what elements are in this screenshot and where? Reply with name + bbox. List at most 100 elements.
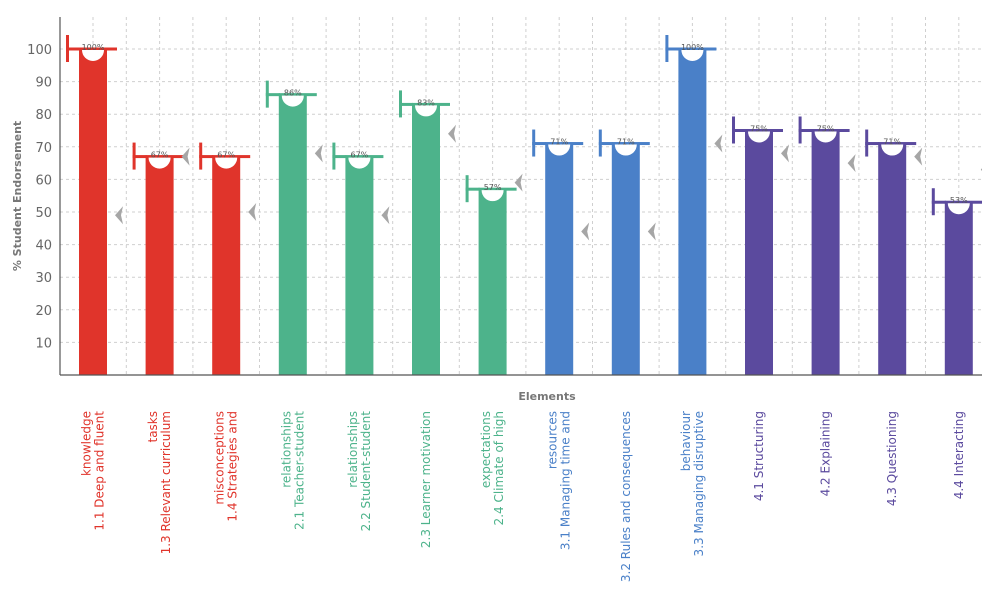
- comparison-marker: [448, 124, 456, 143]
- bar-group: 71%: [598, 129, 656, 375]
- comparison-marker: [847, 154, 856, 173]
- comparison-marker: [914, 147, 923, 166]
- bar: [811, 130, 840, 375]
- value-badge: [947, 203, 970, 215]
- bar-bracket-connector: [199, 155, 214, 159]
- y-tick-label: 90: [35, 76, 52, 91]
- comparison-marker: [314, 144, 323, 163]
- bar: [944, 202, 973, 375]
- value-badge: [82, 50, 104, 61]
- value-badge: [814, 131, 837, 143]
- comparison-marker: [248, 203, 257, 221]
- bar-bracket-connector: [532, 142, 547, 146]
- value-badge: [281, 95, 304, 107]
- comparison-marker: [647, 222, 656, 241]
- bar-cap: [878, 142, 917, 146]
- y-tick-label: 100: [27, 43, 52, 58]
- value-badge: [148, 157, 171, 169]
- category-label: 3.3 Managing disruptivebehaviour: [679, 411, 706, 556]
- value-badge: [548, 144, 571, 156]
- category-label: 2.2 Student-studentrelationships: [346, 411, 373, 532]
- value-badge: [614, 144, 637, 156]
- bar-group: 57%: [465, 173, 523, 375]
- value-badge: [415, 105, 437, 117]
- bar-group: 67%: [132, 142, 190, 375]
- category-label-line: 3.1 Managing time and: [559, 411, 573, 550]
- category-label-line: 1.3 Relevant curriculum: [159, 411, 173, 554]
- bar-cap: [278, 93, 317, 97]
- bar-group: 100%: [665, 35, 723, 375]
- bar: [412, 104, 440, 376]
- bar-bracket-connector: [132, 155, 147, 159]
- bar-cap: [811, 129, 850, 132]
- bar-cap: [345, 155, 384, 159]
- category-label: 2.1 Teacher-studentrelationships: [279, 411, 306, 530]
- comparison-marker: [381, 206, 390, 225]
- value-label: 57%: [484, 183, 502, 192]
- bar: [145, 156, 174, 375]
- category-label-line: 1.1 Deep and fluent: [93, 411, 107, 531]
- bar-group: 71%: [532, 129, 590, 375]
- bar-cap: [611, 142, 650, 146]
- value-label: 75%: [817, 125, 835, 134]
- bars-layer: 100% 67% 67% 86% 67% 83% 57% 71% 71% 100% 75% 75% 71…: [66, 35, 982, 376]
- category-label-line: tasks: [146, 411, 160, 443]
- category-label: 1.1 Deep and fluentknowledge: [80, 411, 107, 531]
- category-label: 4.1 Structuring: [752, 411, 766, 501]
- category-label-line: expectations: [479, 411, 493, 488]
- bar: [212, 156, 241, 375]
- axes-layer: [59, 17, 982, 376]
- value-label: 71%: [617, 138, 635, 147]
- value-label: 67%: [217, 151, 235, 160]
- bar-cap: [678, 47, 717, 51]
- comparison-marker: [115, 206, 123, 225]
- value-label: 53%: [950, 196, 968, 205]
- category-label-line: misconceptions: [213, 411, 227, 505]
- category-label: 2.4 Climate of highexpectations: [479, 411, 506, 525]
- bar-bracket-connector: [931, 200, 946, 204]
- bar-cap: [944, 200, 982, 204]
- bar: [545, 143, 574, 375]
- y-tick-label: 10: [35, 336, 52, 351]
- category-label-line: behaviour: [679, 411, 693, 471]
- category-labels-layer: 1.1 Deep and fluentknowledge 1.3 Relevant…: [80, 411, 966, 582]
- bar-cap: [745, 129, 783, 132]
- category-label: 4.3 Questioning: [885, 411, 899, 506]
- value-label: 100%: [82, 43, 105, 52]
- bar: [278, 94, 307, 375]
- value-badge: [748, 131, 770, 143]
- bar-cap: [412, 102, 450, 106]
- value-label: 71%: [883, 138, 901, 147]
- bar-bracket-connector: [865, 142, 880, 146]
- bar-bracket-connector: [399, 102, 413, 106]
- bar-bracket-connector: [332, 155, 347, 159]
- bar-group: 75%: [732, 116, 789, 375]
- ticks-layer: 10 20 30 40 50 60 70 80 90 100: [27, 43, 52, 351]
- bar-bracket-connector: [66, 47, 80, 51]
- bar: [478, 189, 507, 375]
- bar: [79, 49, 107, 375]
- category-label-line: relationships: [346, 411, 360, 488]
- value-badge: [681, 50, 704, 61]
- bar-cap: [79, 47, 117, 51]
- comparison-marker: [581, 222, 590, 241]
- bar-group: 67%: [332, 142, 390, 375]
- bar: [345, 156, 374, 375]
- comparison-marker: [514, 173, 523, 192]
- category-label: 3.2 Rules and consequences: [619, 411, 633, 582]
- comparison-marker: [181, 147, 190, 166]
- bar: [878, 143, 907, 375]
- category-label-line: 2.4 Climate of high: [492, 411, 506, 525]
- value-badge: [348, 157, 371, 169]
- y-tick-label: 40: [35, 239, 52, 254]
- y-axis-title: % Student Endorsement: [11, 121, 24, 271]
- y-tick-label: 50: [35, 206, 52, 221]
- category-label-line: 4.2 Explaining: [819, 411, 833, 496]
- category-label-line: 3.2 Rules and consequences: [619, 411, 633, 582]
- bar-bracket-connector: [265, 93, 280, 97]
- category-label: 1.4 Strategies andmisconceptions: [213, 411, 240, 522]
- bar-group: 71%: [865, 129, 923, 375]
- value-badge: [215, 157, 238, 169]
- category-label-line: 2.2 Student-student: [359, 411, 373, 532]
